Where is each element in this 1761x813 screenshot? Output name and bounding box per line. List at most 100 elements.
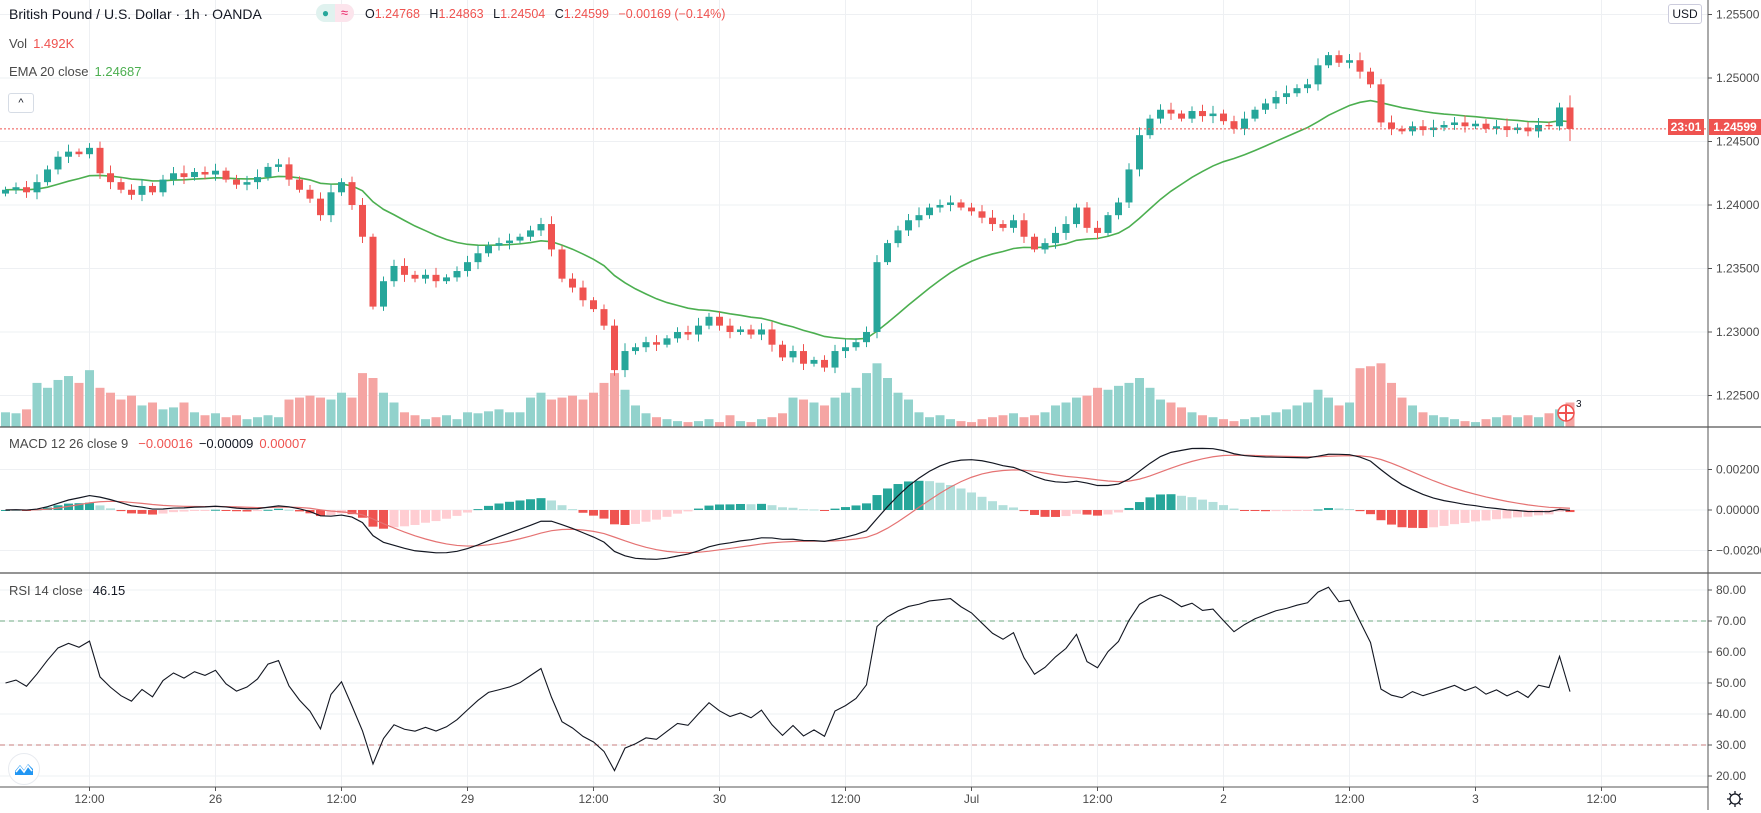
- candle-body: [684, 332, 692, 335]
- candle: [422, 269, 429, 284]
- candle: [747, 324, 755, 339]
- candle-body: [947, 202, 954, 205]
- volume-bar: [431, 417, 441, 427]
- candle: [506, 233, 513, 250]
- candle: [380, 276, 387, 311]
- macd-histogram-bar: [830, 508, 840, 510]
- candle-body: [968, 207, 975, 212]
- volume-bar: [43, 387, 52, 427]
- candle-body: [348, 182, 356, 205]
- macd-histogram-bar: [568, 509, 577, 511]
- candle-body: [506, 240, 513, 244]
- candle-body: [149, 185, 156, 193]
- candle: [1545, 121, 1553, 130]
- tradingview-logo-icon[interactable]: [8, 753, 40, 785]
- time-tick-label: 29: [461, 792, 475, 806]
- candle-body: [1535, 124, 1542, 132]
- time-tick-label: 12:00: [578, 792, 608, 806]
- candle-body: [1304, 84, 1311, 89]
- candle-body: [999, 224, 1007, 228]
- volume-bar: [841, 392, 850, 427]
- candle: [159, 174, 167, 197]
- macd-histogram-bar: [683, 510, 693, 512]
- candle-body: [1251, 109, 1259, 119]
- candle-body: [495, 243, 503, 246]
- candle-body: [1283, 93, 1290, 98]
- candle: [1010, 214, 1017, 233]
- volume-label: Vol: [9, 36, 28, 51]
- candle-body: [128, 189, 135, 195]
- volume-bar: [830, 397, 840, 427]
- settings-gear-icon[interactable]: [1726, 790, 1744, 808]
- candle: [590, 297, 597, 312]
- market-status[interactable]: ● ≈: [316, 4, 354, 22]
- candle-body: [548, 224, 555, 250]
- candle-body: [411, 274, 419, 279]
- candle-body: [390, 265, 398, 282]
- candle-body: [1083, 207, 1091, 228]
- macd-histogram-bar: [1124, 507, 1134, 510]
- volume-bar: [1, 412, 10, 427]
- macd-histogram-bar: [1408, 510, 1417, 528]
- macd-histogram-bar: [725, 504, 735, 510]
- candle-body: [957, 202, 965, 208]
- macd-histogram-bar: [106, 508, 115, 510]
- macd-histogram-bar: [526, 499, 535, 510]
- volume-bar: [116, 399, 126, 427]
- macd-histogram-bar: [620, 510, 630, 525]
- volume-bar: [473, 413, 483, 427]
- macd-histogram-bar: [872, 495, 882, 510]
- macd-histogram-bar: [221, 510, 231, 511]
- macd-histogram-bar: [1450, 510, 1459, 525]
- candle: [863, 326, 870, 348]
- candle: [1314, 58, 1322, 91]
- volume-bar: [1114, 385, 1123, 427]
- candle-body: [75, 151, 83, 155]
- macd-histogram-bar: [767, 505, 777, 510]
- collapse-legend-button[interactable]: ^: [8, 93, 34, 113]
- volume-bar: [988, 417, 997, 427]
- macd-histogram-bar: [1376, 510, 1386, 521]
- volume-bar: [1355, 368, 1365, 427]
- macd-histogram-bar: [1229, 508, 1239, 510]
- volume-bar: [53, 379, 63, 427]
- macd-histogram-bar: [263, 509, 273, 511]
- rsi-legend[interactable]: RSI 14 close 46.15: [9, 583, 131, 598]
- volume-bar: [547, 399, 556, 427]
- macd-histogram-bar: [95, 505, 105, 510]
- candle-body: [894, 230, 902, 244]
- ema-legend[interactable]: EMA 20 close 1.24687: [9, 64, 148, 79]
- candle-body: [296, 179, 303, 190]
- macd-histogram-bar: [137, 510, 147, 514]
- candle-body: [107, 173, 114, 183]
- volume-bar: [704, 419, 714, 427]
- candle-body: [1314, 65, 1322, 85]
- macd-histogram-bar: [1261, 510, 1270, 512]
- currency-button[interactable]: USD: [1668, 4, 1702, 24]
- candle: [842, 339, 849, 359]
- ema-line: [5, 99, 1571, 340]
- volume-bar: [872, 363, 882, 427]
- candle-body: [831, 351, 839, 368]
- volume-bar: [652, 417, 661, 427]
- candle: [789, 345, 797, 363]
- candle: [600, 304, 608, 330]
- candle: [212, 163, 219, 181]
- macd-histogram-bar: [1250, 510, 1260, 511]
- candle: [443, 274, 450, 285]
- volume-bar: [1292, 405, 1302, 427]
- volume-bar: [589, 392, 598, 427]
- volume-legend[interactable]: Vol 1.492K: [9, 36, 80, 51]
- macd-histogram-bar: [1397, 510, 1407, 528]
- macd-legend[interactable]: MACD 12 26 close 9 −0.00016 −0.00009 0.0000…: [9, 436, 312, 451]
- candle-body: [1041, 243, 1049, 250]
- volume-bar: [452, 419, 462, 427]
- candle-body: [170, 173, 177, 180]
- candle-body: [1419, 126, 1427, 131]
- candle-body: [936, 205, 944, 208]
- macd-histogram-bar: [200, 510, 210, 511]
- macd-histogram-bar: [158, 510, 168, 514]
- candle-body: [1325, 55, 1332, 66]
- symbol-title[interactable]: British Pound / U.S. Dollar · 1h · OANDA: [9, 6, 262, 22]
